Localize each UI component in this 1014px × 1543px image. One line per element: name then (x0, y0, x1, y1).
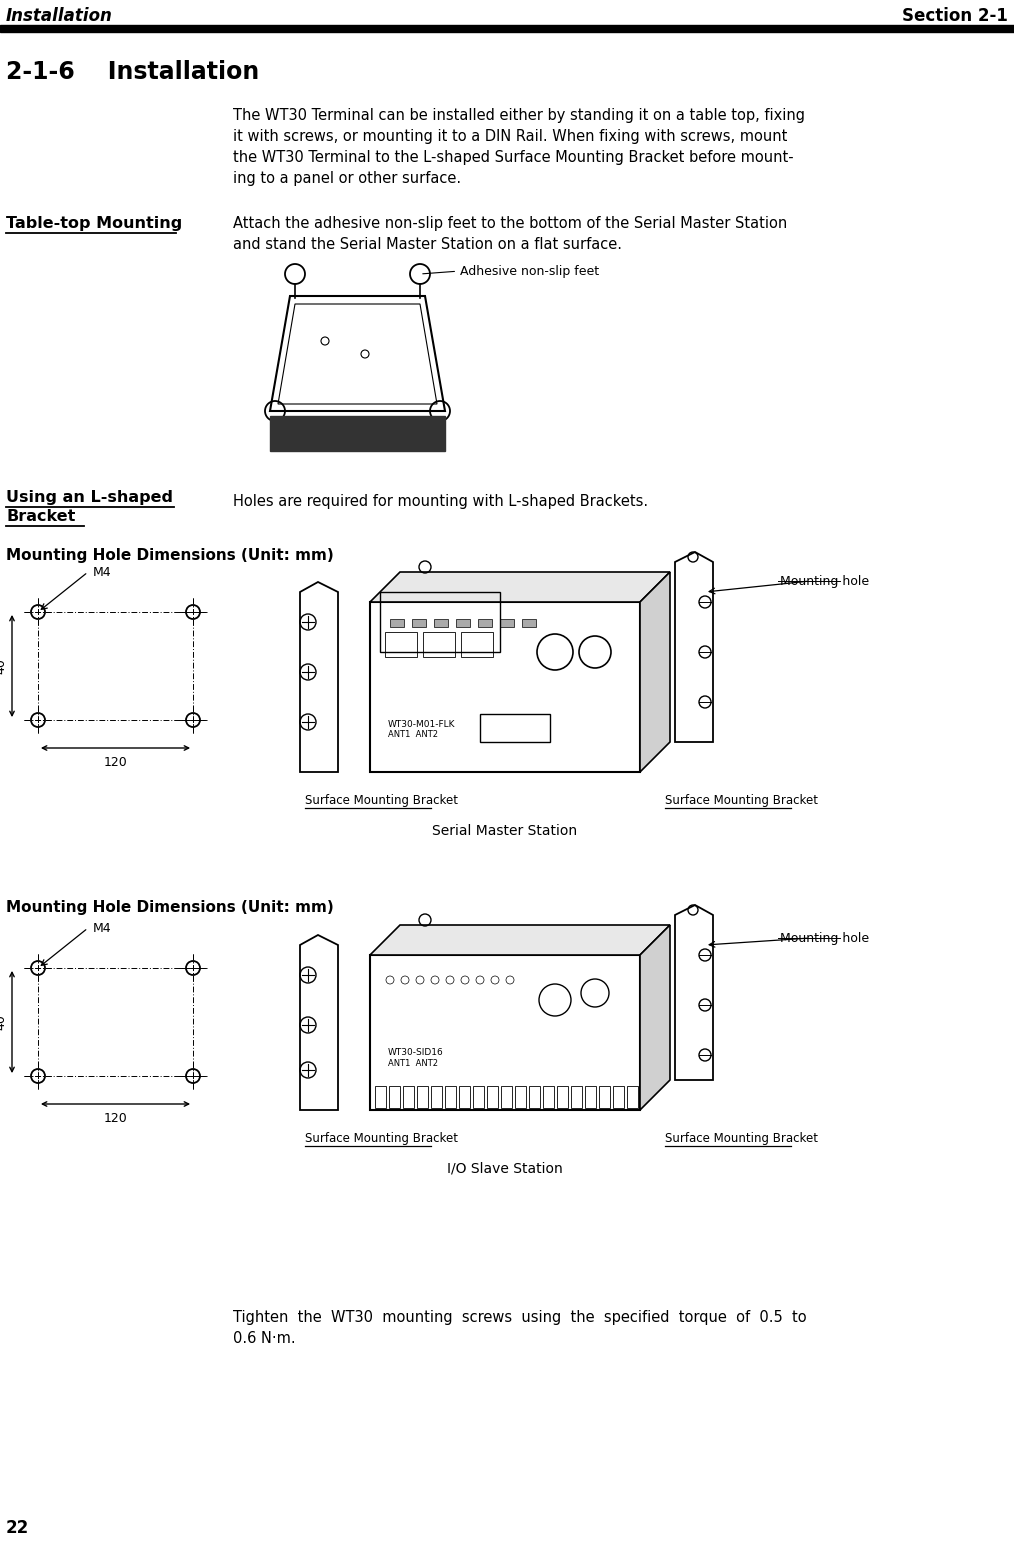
Text: Section 2-1: Section 2-1 (902, 8, 1008, 25)
Text: and stand the Serial Master Station on a flat surface.: and stand the Serial Master Station on a… (233, 238, 622, 252)
Text: 0.6 N·m.: 0.6 N·m. (233, 1332, 296, 1345)
Text: Attach the adhesive non-slip feet to the bottom of the Serial Master Station: Attach the adhesive non-slip feet to the… (233, 216, 787, 231)
Bar (627, 1086, 638, 1108)
Bar (390, 619, 404, 626)
Bar (557, 1086, 568, 1108)
Text: Mounting Hole Dimensions (Unit: mm): Mounting Hole Dimensions (Unit: mm) (6, 900, 334, 915)
Text: Surface Mounting Bracket: Surface Mounting Bracket (665, 1133, 818, 1145)
Bar (385, 633, 417, 657)
Text: Installation: Installation (6, 8, 113, 25)
Text: Using an L-shaped: Using an L-shaped (6, 491, 173, 505)
Text: the WT30 Terminal to the L-shaped Surface Mounting Bracket before mount-: the WT30 Terminal to the L-shaped Surfac… (233, 150, 794, 165)
Bar (0, 25, 1014, 32)
Text: 120: 120 (103, 1113, 128, 1125)
Text: WT30-SID16: WT30-SID16 (388, 1048, 444, 1057)
Text: Surface Mounting Bracket: Surface Mounting Bracket (305, 795, 458, 807)
Bar (529, 1086, 540, 1108)
Bar (480, 714, 550, 742)
Bar (412, 619, 426, 626)
Text: ing to a panel or other surface.: ing to a panel or other surface. (233, 171, 461, 187)
Text: ANT1  ANT2: ANT1 ANT2 (388, 730, 438, 739)
Text: it with screws, or mounting it to a DIN Rail. When fixing with screws, mount: it with screws, or mounting it to a DIN … (233, 130, 788, 143)
Text: 40: 40 (0, 1014, 7, 1029)
Text: WT30-M01-FLK: WT30-M01-FLK (388, 721, 455, 728)
Text: 40: 40 (0, 657, 7, 674)
Bar (400, 420, 420, 430)
Bar (459, 1086, 470, 1108)
Bar (320, 420, 340, 430)
Text: I/O Slave Station: I/O Slave Station (447, 1162, 563, 1176)
Text: Bracket: Bracket (6, 509, 75, 525)
Polygon shape (640, 924, 670, 1109)
Bar (522, 619, 536, 626)
Bar (613, 1086, 624, 1108)
Text: Serial Master Station: Serial Master Station (432, 824, 578, 838)
Bar (599, 1086, 610, 1108)
Bar (380, 593, 500, 653)
Text: Holes are required for mounting with L-shaped Brackets.: Holes are required for mounting with L-s… (233, 494, 648, 509)
Bar (434, 619, 448, 626)
Text: Table-top Mounting: Table-top Mounting (6, 216, 183, 231)
Bar (473, 1086, 484, 1108)
Text: The WT30 Terminal can be installed either by standing it on a table top, fixing: The WT30 Terminal can be installed eithe… (233, 108, 805, 123)
Text: M4: M4 (93, 565, 112, 579)
Bar (571, 1086, 582, 1108)
Bar (515, 1086, 526, 1108)
Text: Mounting hole: Mounting hole (780, 576, 869, 588)
Text: Mounting Hole Dimensions (Unit: mm): Mounting Hole Dimensions (Unit: mm) (6, 548, 334, 563)
Bar (423, 633, 455, 657)
Text: ANT1  ANT2: ANT1 ANT2 (388, 1058, 438, 1068)
Bar (501, 1086, 512, 1108)
Bar (585, 1086, 596, 1108)
Bar (456, 619, 470, 626)
Bar (431, 1086, 442, 1108)
Text: Surface Mounting Bracket: Surface Mounting Bracket (305, 1133, 458, 1145)
Bar (487, 1086, 498, 1108)
Text: 120: 120 (103, 756, 128, 768)
Bar (285, 420, 305, 430)
Bar (500, 619, 514, 626)
Text: 2-1-6    Installation: 2-1-6 Installation (6, 60, 260, 83)
Bar (389, 1086, 400, 1108)
Bar (544, 1086, 554, 1108)
Text: Tighten  the  WT30  mounting  screws  using  the  specified  torque  of  0.5  to: Tighten the WT30 mounting screws using t… (233, 1310, 806, 1325)
Polygon shape (640, 572, 670, 772)
Text: Adhesive non-slip feet: Adhesive non-slip feet (423, 264, 599, 278)
Bar (417, 1086, 428, 1108)
Bar (270, 417, 445, 451)
Bar (375, 1086, 386, 1108)
Bar (461, 633, 493, 657)
Polygon shape (370, 572, 670, 602)
Text: 22: 22 (6, 1518, 29, 1537)
Bar (365, 420, 385, 430)
Polygon shape (370, 924, 670, 955)
Bar (403, 1086, 414, 1108)
Text: Mounting hole: Mounting hole (780, 932, 869, 944)
Text: Surface Mounting Bracket: Surface Mounting Bracket (665, 795, 818, 807)
Bar (478, 619, 492, 626)
Bar (445, 1086, 456, 1108)
Text: M4: M4 (93, 921, 112, 935)
